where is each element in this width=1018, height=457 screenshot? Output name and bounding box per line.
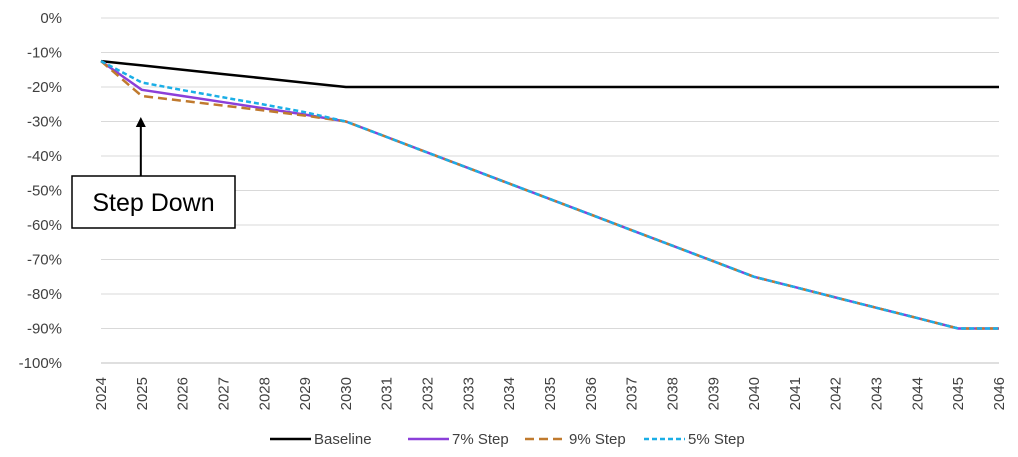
x-tick-label: 2043 [869, 377, 886, 410]
x-tick-label: 2033 [460, 377, 477, 410]
y-tick-label: -30% [27, 114, 62, 131]
y-tick-label: -40% [27, 148, 62, 165]
y-tick-label: -90% [27, 321, 62, 338]
x-tick-label: 2040 [746, 377, 763, 410]
series-line-5-step [100, 59, 999, 330]
x-tick-label: 2046 [991, 377, 1008, 410]
y-axis-tick-labels: 0% -10% -20% -30% -40% -50% -60% -70% -80% -90% -1… [19, 10, 62, 372]
y-tick-label: 0% [40, 10, 62, 27]
series-line-baseline [100, 59, 999, 89]
x-tick-label: 2044 [909, 377, 926, 410]
x-tick-label: 2030 [338, 377, 355, 410]
annotation-box [71, 175, 236, 229]
legend-label: Baseline [314, 431, 372, 448]
x-tick-label: 2032 [420, 377, 437, 410]
y-tick-label: -70% [27, 252, 62, 269]
x-tick-label: 2036 [583, 377, 600, 410]
x-tick-label: 2041 [787, 377, 804, 410]
y-tick-label: -60% [27, 217, 62, 234]
y-tick-label: -20% [27, 79, 62, 96]
x-tick-label: 2035 [542, 377, 559, 410]
x-tick-label: 2026 [175, 377, 192, 410]
x-tick-label: 2042 [828, 377, 845, 410]
x-tick-label: 2027 [215, 377, 232, 410]
step-down-annotation: Step Down [71, 117, 236, 229]
x-tick-label: 2029 [297, 377, 314, 410]
y-tick-label: -10% [27, 45, 62, 62]
legend: Baseline 7% Step 9% Step 5% Step [270, 431, 745, 448]
y-tick-label: -50% [27, 183, 62, 200]
x-tick-label: 2045 [950, 377, 967, 410]
legend-label: 7% Step [452, 431, 509, 448]
x-axis-tick-labels: 2024 2025 2026 2027 2028 2029 2030 2031 2032 2033… [93, 377, 1008, 410]
x-tick-label: 2024 [93, 377, 110, 410]
legend-label: 5% Step [688, 431, 745, 448]
x-tick-label: 2031 [379, 377, 396, 410]
legend-label: 9% Step [569, 431, 626, 448]
annotation-label: Step Down [92, 189, 214, 217]
series-lines [100, 59, 999, 330]
x-tick-label: 2037 [624, 377, 641, 410]
x-tick-label: 2034 [501, 377, 518, 410]
x-tick-label: 2038 [664, 377, 681, 410]
x-tick-label: 2028 [256, 377, 273, 410]
x-tick-label: 2025 [134, 377, 151, 410]
annotation-arrowhead [135, 117, 146, 127]
gridlines [101, 17, 999, 329]
y-tick-label: -100% [19, 355, 62, 372]
y-tick-label: -80% [27, 286, 62, 303]
x-tick-label: 2039 [705, 377, 722, 410]
